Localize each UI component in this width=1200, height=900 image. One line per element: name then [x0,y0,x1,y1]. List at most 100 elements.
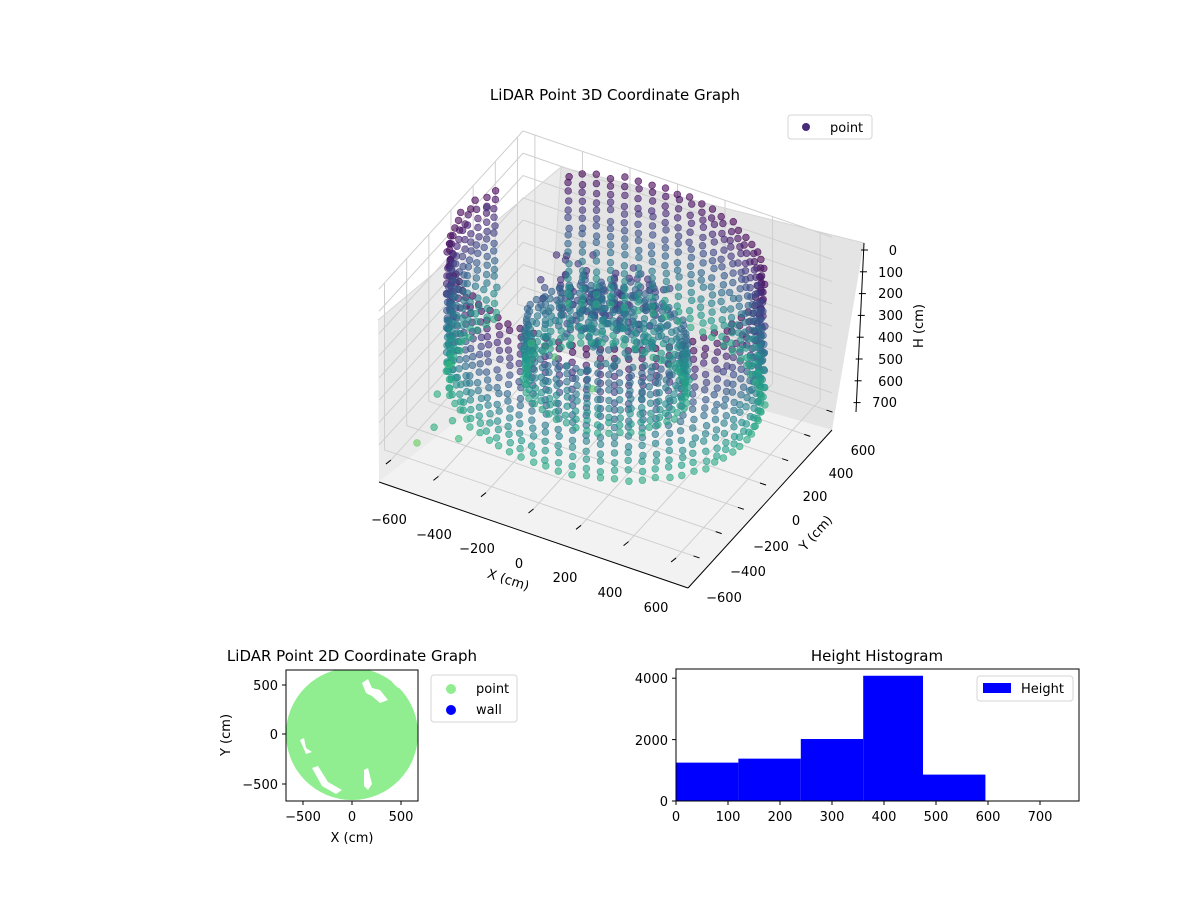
point [749,249,758,258]
point [634,281,642,290]
y-tick [804,433,811,437]
point [729,260,737,268]
point [598,338,606,347]
floor-pane [379,349,832,588]
point [689,398,697,406]
point [592,282,600,290]
point [601,359,610,368]
point [609,317,617,325]
grid-line [406,258,716,533]
point [702,378,711,387]
point [708,291,717,299]
grid-line [428,234,739,508]
point [476,360,484,368]
point [606,182,615,190]
x-tick [433,475,439,481]
x-tick-label: −600 [371,513,407,528]
point [743,436,751,444]
point [541,428,550,436]
point [594,395,602,404]
point [674,384,682,392]
point [519,345,527,353]
point [576,314,585,322]
y-tick-label: 0 [792,514,800,529]
point [576,323,584,331]
point [637,404,646,412]
point [490,247,498,255]
point [646,416,654,425]
point [463,279,471,288]
point [737,391,745,399]
point [458,252,467,261]
point [741,259,750,268]
point [504,397,512,405]
point [727,321,735,329]
point [537,389,546,397]
point [596,450,605,458]
point [483,227,491,236]
point [662,277,671,286]
point [634,194,642,203]
point [547,304,555,312]
point [578,197,587,206]
point [702,447,710,455]
point [522,389,530,397]
point [708,230,717,239]
point [699,216,707,224]
point [493,283,501,291]
point [686,228,694,236]
point [546,345,554,353]
point [713,365,721,373]
point [568,452,577,461]
point [482,235,491,243]
point [638,441,646,450]
point [583,375,592,383]
point [545,410,553,418]
point [564,290,572,298]
point [620,182,629,191]
point [630,336,638,345]
y-tick [826,409,833,413]
point [605,404,613,413]
point [486,419,494,427]
point [661,236,669,244]
point [649,353,657,362]
point [725,288,734,297]
x-tick-label: 100 [716,810,741,825]
point [458,338,466,346]
point [616,428,624,437]
y-axis-line [687,429,833,589]
point [482,296,490,304]
h-tick-label: 300 [878,309,903,324]
x-tick [670,557,677,563]
point [531,384,539,392]
point [563,370,571,378]
point [699,319,707,327]
point [598,330,606,338]
point [587,321,595,330]
point [546,295,554,303]
point [568,443,577,451]
legend-label-height: Height [1021,682,1064,697]
point [753,281,761,290]
point [667,337,676,346]
point [686,314,694,323]
x-tick-label: 700 [1028,810,1053,825]
point [620,303,629,312]
point [686,211,694,220]
point [592,257,601,265]
point [459,304,467,312]
point [578,181,587,189]
point [682,330,690,338]
point [634,306,643,315]
point [582,351,591,359]
point [564,213,572,222]
point [657,332,666,340]
point [565,267,573,276]
point [490,315,498,323]
point [718,263,726,271]
point [651,439,660,448]
point [532,319,541,327]
legend-hist: Height [976,675,1074,702]
point [721,445,730,454]
